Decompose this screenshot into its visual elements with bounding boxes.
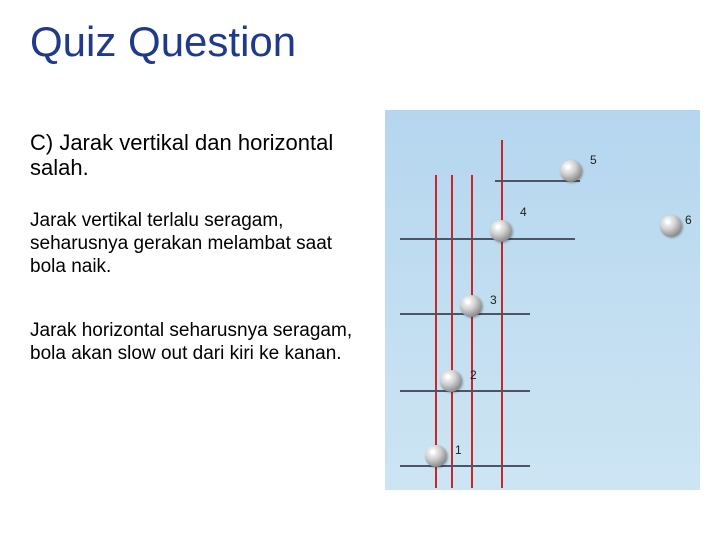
ball-label-4: 4 — [520, 205, 527, 219]
ball-label-6: 6 — [685, 213, 692, 227]
vertical-guide-line — [435, 175, 437, 488]
horizontal-guide-line — [400, 238, 575, 240]
ball-4 — [490, 220, 512, 242]
ball-label-5: 5 — [590, 153, 597, 167]
ball-label-3: 3 — [490, 293, 497, 307]
ball-highlight — [666, 220, 670, 224]
ball-6 — [660, 215, 682, 237]
ball-highlight — [466, 300, 470, 304]
horizontal-guide-line — [400, 390, 530, 392]
horizontal-guide-line — [400, 465, 530, 467]
ball-highlight — [566, 165, 570, 169]
explanation-text-1: Jarak vertikal terlalu seragam, seharusn… — [30, 210, 370, 278]
ball-highlight — [496, 225, 500, 229]
ball-2 — [440, 370, 462, 392]
vertical-guide-line — [451, 175, 453, 488]
vertical-guide-line — [471, 175, 473, 488]
answer-text: C) Jarak vertikal dan horizontal salah. — [30, 130, 370, 181]
ball-highlight — [446, 375, 450, 379]
ball-highlight — [431, 450, 435, 454]
trajectory-diagram: 1 2 3 4 5 6 — [385, 110, 700, 490]
page-title: Quiz Question — [30, 18, 296, 66]
ball-3 — [460, 295, 482, 317]
ball-label-2: 2 — [470, 368, 477, 382]
ball-label-1: 1 — [455, 443, 462, 457]
ball-5 — [560, 160, 582, 182]
explanation-text-2: Jarak horizontal seharusnya seragam, bol… — [30, 320, 370, 366]
ball-1 — [425, 445, 447, 467]
